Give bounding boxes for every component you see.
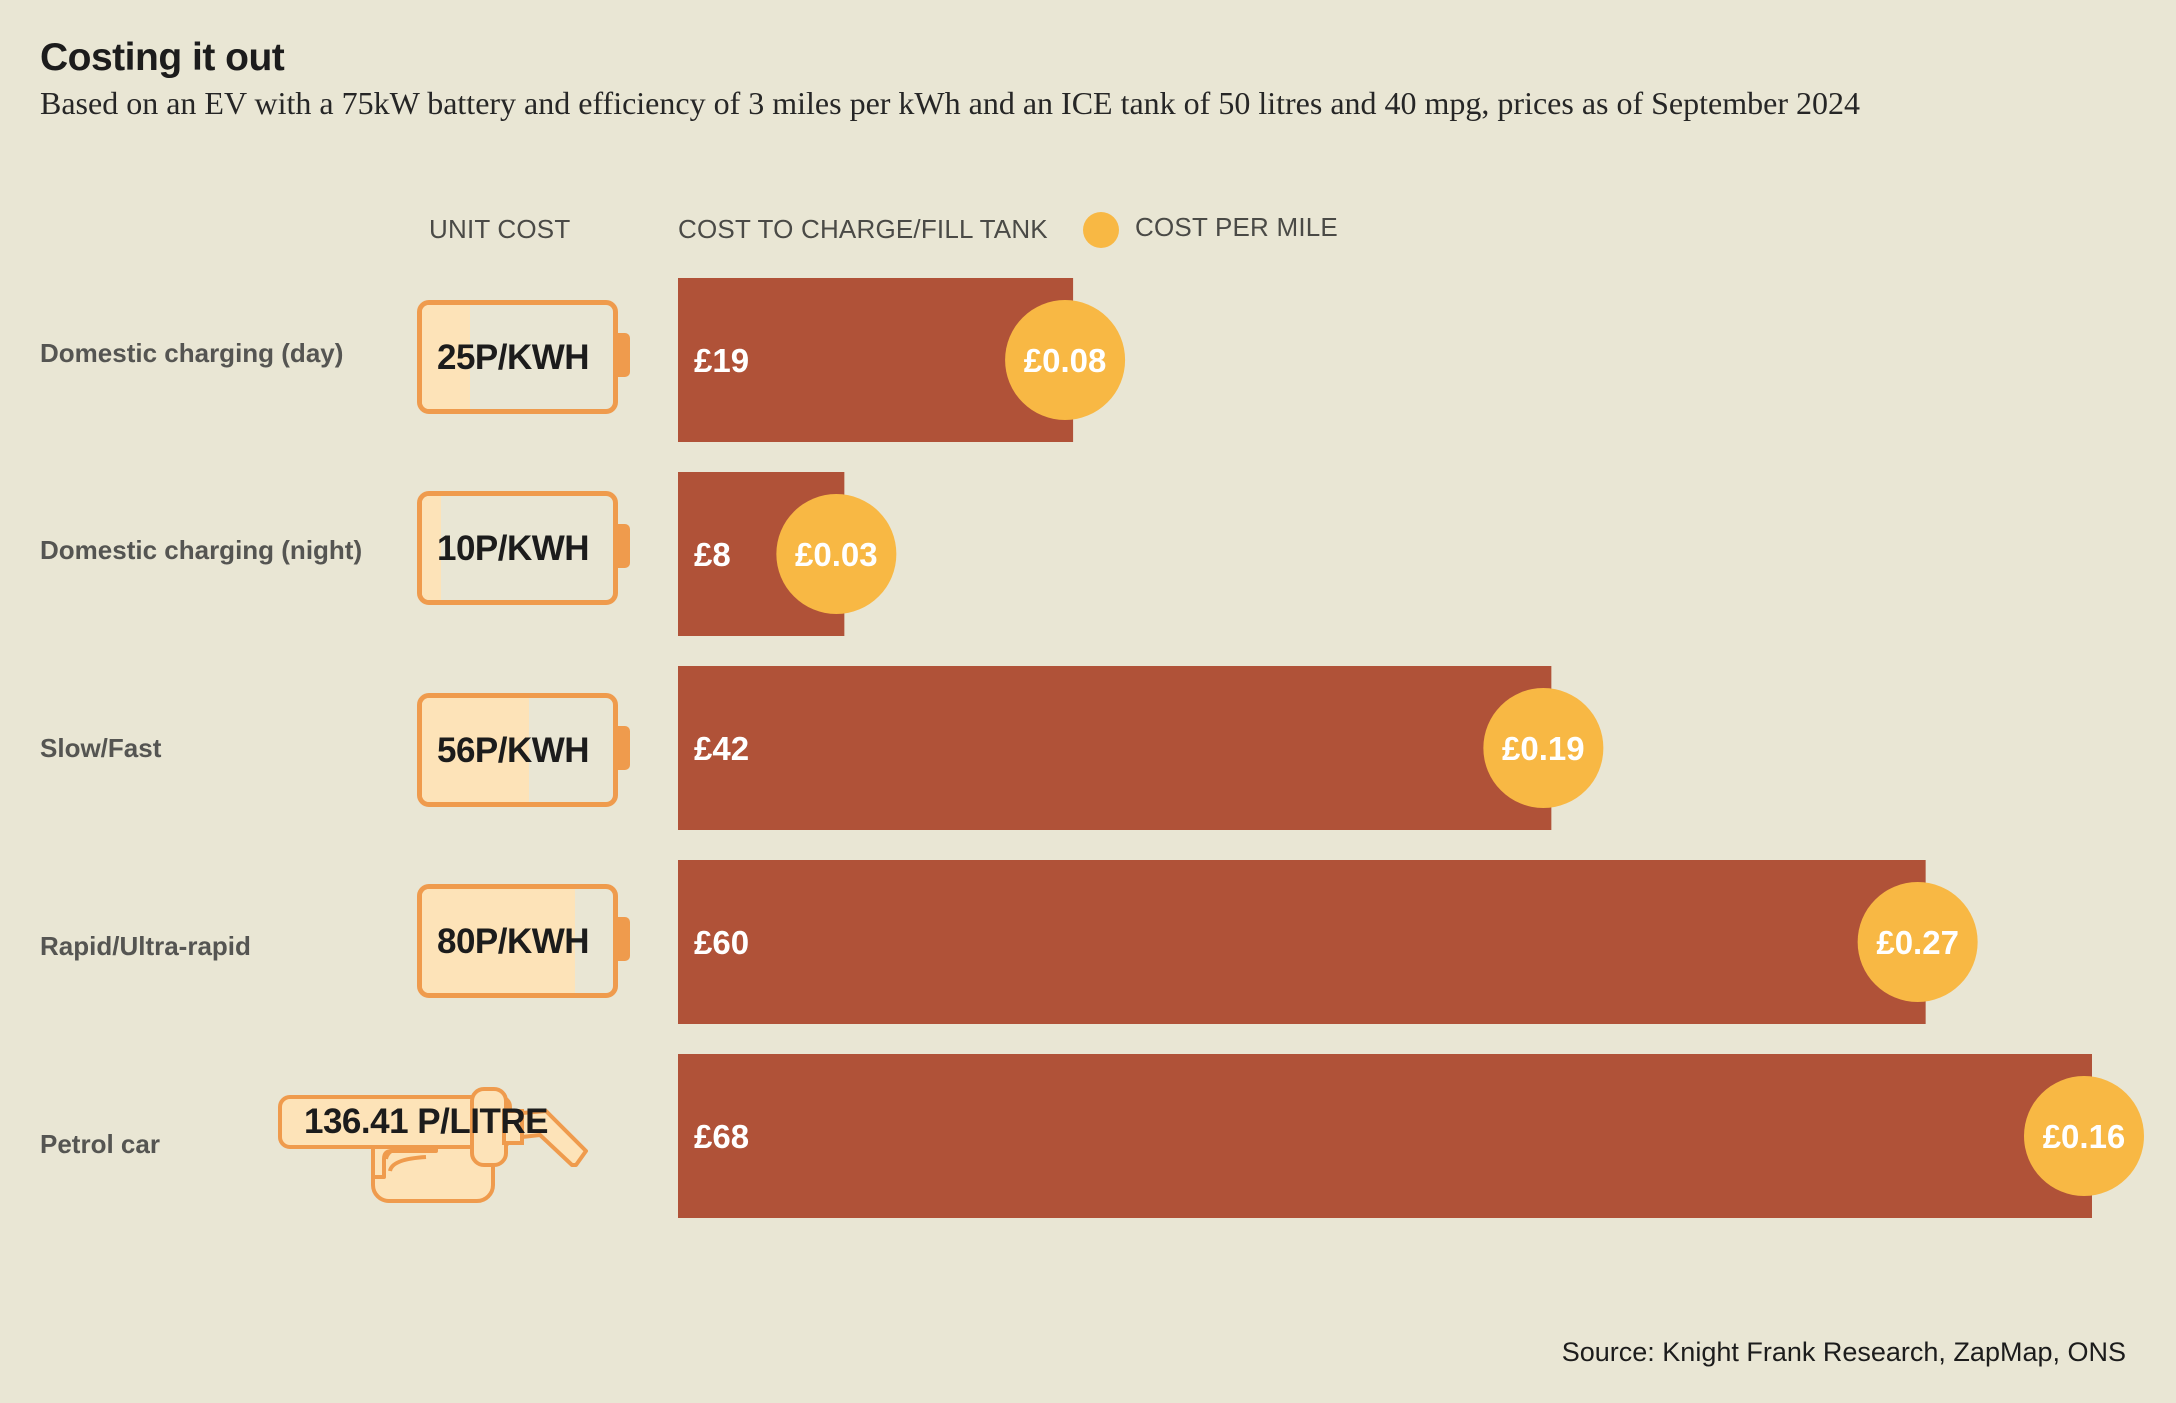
unit-cost-slow-fast: 56P/KWH: [437, 731, 590, 770]
unit-cost-rapid: 80P/KWH: [437, 922, 590, 961]
battery-icon: 80P/KWH: [417, 884, 630, 998]
bar-value-label: £68: [694, 1118, 749, 1155]
battery-icon: 56P/KWH: [417, 693, 630, 807]
unit-cost-night: 10P/KWH: [437, 529, 590, 568]
cost-per-mile-label: £0.16: [2043, 1118, 2126, 1155]
row-label-day: Domestic charging (day): [40, 338, 344, 368]
chart-subtitle: Based on an EV with a 75kW battery and e…: [40, 85, 1860, 121]
cost-per-mile-label: £0.19: [1502, 730, 1585, 767]
cost-per-mile-dot: [1483, 688, 1604, 808]
row-label-slow-fast: Slow/Fast: [40, 733, 162, 763]
legend-dot-icon: [1083, 212, 1119, 248]
cost-to-charge-header: COST TO CHARGE/FILL TANK: [678, 214, 1048, 244]
unit-cost-day: 25P/KWH: [437, 338, 590, 377]
unit-cost-header: UNIT COST: [429, 214, 571, 244]
bar-value-label: £60: [694, 924, 749, 961]
bar: [678, 860, 1926, 1024]
cost-per-mile-dot: [1857, 882, 1978, 1002]
cost-per-mile-label: £0.03: [795, 536, 878, 573]
battery-icon: 10P/KWH: [417, 491, 630, 605]
cost-per-mile-header: COST PER MILE: [1135, 212, 1338, 242]
row-label-rapid: Rapid/Ultra-rapid: [40, 931, 251, 961]
bar-value-label: £19: [694, 342, 749, 379]
unit-cost-petrol: 136.41 P/LITRE: [304, 1102, 548, 1141]
cost-per-mile-dot: [2024, 1076, 2144, 1196]
row-label-petrol: Petrol car: [40, 1129, 160, 1159]
battery-icon: 25P/KWH: [417, 300, 630, 414]
source-note: Source: Knight Frank Research, ZapMap, O…: [1561, 1337, 2126, 1367]
cost-per-mile-label: £0.27: [1876, 924, 1959, 961]
cost-per-mile-dot: [776, 494, 897, 614]
bar: [678, 1054, 2092, 1218]
bar: [678, 666, 1552, 830]
bar-value-label: £42: [694, 730, 749, 767]
chart-title: Costing it out: [40, 36, 285, 79]
cost-per-mile-label: £0.08: [1024, 342, 1107, 379]
cost-per-mile-dot: [1005, 300, 1126, 420]
fuel-pump-icon: 136.41 P/LITRE: [276, 1085, 648, 1205]
bar-value-label: £8: [694, 536, 731, 573]
row-label-night: Domestic charging (night): [40, 535, 363, 565]
